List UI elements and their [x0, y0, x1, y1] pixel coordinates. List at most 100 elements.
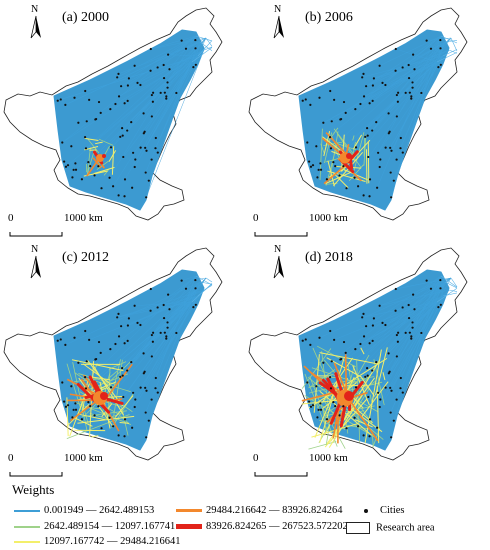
- city-point: [371, 99, 374, 103]
- city-point: [399, 136, 402, 140]
- network-link: [385, 295, 444, 326]
- city-point: [144, 411, 147, 414]
- city-point: [368, 435, 371, 438]
- north-arrow-icon: [273, 15, 280, 39]
- city-point: [133, 405, 136, 409]
- city-point: [362, 335, 366, 338]
- city-point: [329, 89, 332, 93]
- city-point: [100, 427, 103, 430]
- city-point: [74, 402, 77, 405]
- city-point: [439, 38, 442, 42]
- city-point: [322, 361, 325, 364]
- city-point: [167, 293, 170, 296]
- city-point: [407, 316, 411, 320]
- network-link: [354, 419, 373, 428]
- city-point: [142, 112, 145, 115]
- city-point: [306, 141, 309, 144]
- network-link: [123, 301, 193, 398]
- network-link: [308, 441, 337, 450]
- city-point: [117, 194, 120, 197]
- city-point: [109, 347, 112, 351]
- city-point: [429, 47, 433, 50]
- network-link: [327, 160, 335, 187]
- city-point: [85, 120, 88, 123]
- city-point: [316, 416, 319, 419]
- city-point: [439, 287, 442, 290]
- network-link: [155, 275, 197, 379]
- city-point: [328, 136, 332, 139]
- network-link: [324, 398, 368, 448]
- network-link: [360, 381, 389, 419]
- city-point: [375, 361, 378, 364]
- city-point: [399, 147, 402, 150]
- network-link: [379, 35, 442, 66]
- city-point: [117, 434, 120, 437]
- network-link: [145, 49, 205, 198]
- network-link: [127, 277, 207, 371]
- city-point: [61, 381, 64, 384]
- city-point: [97, 100, 101, 104]
- legend-swatch: [14, 509, 40, 512]
- city-point: [342, 165, 345, 168]
- city-point: [154, 387, 157, 390]
- city-point: [150, 333, 153, 337]
- city-point: [401, 306, 404, 309]
- network-link: [313, 354, 320, 413]
- city-point: [147, 179, 150, 182]
- network-link: [75, 402, 132, 425]
- network-link: [344, 354, 348, 394]
- city-point: [123, 178, 127, 181]
- city-point: [389, 171, 392, 174]
- network-link: [330, 37, 452, 149]
- network-link: [395, 281, 446, 311]
- network-link: [319, 277, 452, 339]
- city-point: [332, 401, 335, 404]
- network-link: [62, 35, 197, 143]
- city-point: [145, 389, 148, 392]
- city-point: [364, 375, 367, 378]
- city-point: [390, 436, 393, 439]
- network-link: [163, 295, 199, 319]
- city-point: [121, 367, 124, 370]
- network-link: [123, 49, 205, 158]
- network-link: [114, 395, 134, 418]
- city-point: [334, 165, 337, 168]
- network-link: [379, 289, 450, 306]
- network-link: [94, 301, 193, 416]
- city-point: [379, 158, 382, 161]
- network-link: [389, 301, 438, 372]
- city-point: [392, 419, 395, 422]
- city-point: [394, 47, 397, 51]
- city-point: [194, 63, 197, 66]
- city-point: [396, 340, 399, 343]
- network-link: [93, 166, 115, 175]
- network-link: [319, 128, 323, 181]
- city-point: [394, 287, 397, 291]
- network-link: [86, 359, 124, 407]
- city-point: [319, 402, 322, 405]
- city-point: [121, 134, 124, 137]
- city-point: [366, 374, 369, 377]
- city-point: [150, 93, 153, 97]
- city-point: [150, 398, 153, 401]
- city-point: [64, 103, 67, 106]
- network-link: [65, 37, 207, 106]
- legend-class-4: 29484.216642 — 83926.824264: [176, 505, 343, 516]
- network-link: [86, 150, 95, 175]
- city-point: [133, 64, 136, 67]
- city-point: [144, 386, 147, 389]
- city-point: [127, 317, 130, 320]
- city-point: [63, 400, 66, 403]
- north-label: N: [31, 4, 39, 15]
- city-point: [361, 76, 364, 79]
- network-link: [111, 146, 115, 175]
- city-point: [93, 414, 96, 417]
- legend-research-area: Research area: [346, 522, 435, 534]
- city-point: [165, 95, 168, 98]
- city-point: [139, 83, 142, 87]
- city-point: [126, 339, 129, 343]
- city-point: [366, 134, 369, 137]
- city-point: [149, 69, 152, 72]
- north-arrow-icon: [273, 255, 280, 279]
- city-points: [301, 278, 442, 439]
